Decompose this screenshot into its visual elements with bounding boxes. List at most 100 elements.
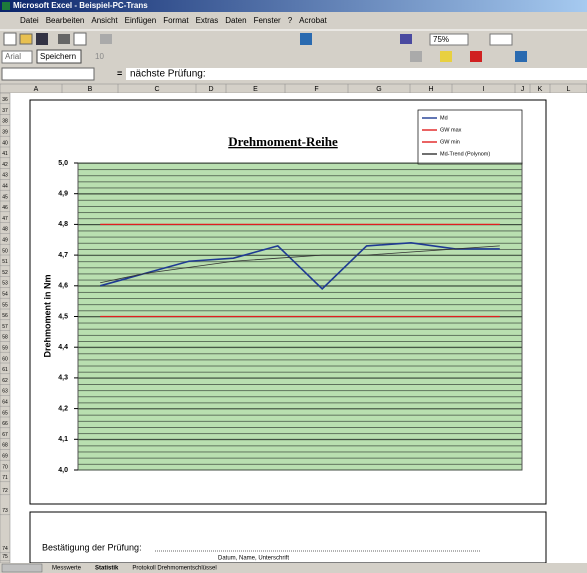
app-icon (2, 2, 10, 10)
row-header: 74 (2, 546, 8, 552)
row-header: 49 (2, 238, 8, 244)
column-header: E (253, 86, 258, 93)
window-title: Microsoft Excel - Beispiel-PC-Trans (13, 1, 148, 10)
row-header: 57 (2, 324, 8, 330)
sheet-tab[interactable]: Statistik (95, 566, 119, 572)
y-tick-label: 4,0 (58, 467, 68, 474)
tab-bar (0, 563, 587, 573)
row-header: 61 (2, 367, 8, 373)
row-header: 47 (2, 216, 8, 222)
sheet-tab[interactable]: Protokoll Drehmomentschlüssel (132, 566, 216, 572)
row-header: 72 (2, 488, 8, 494)
row-header: 52 (2, 270, 8, 276)
row-header: 71 (2, 475, 8, 481)
y-tick-label: 4,6 (58, 283, 68, 290)
row-header: 56 (2, 313, 8, 319)
signature-box (29, 511, 547, 564)
column-header: I (483, 86, 485, 93)
legend (417, 109, 523, 165)
y-tick-label: 4,1 (58, 436, 68, 443)
series-line (100, 245, 500, 284)
name-box[interactable] (1, 67, 95, 81)
column-header: A (34, 86, 39, 93)
column-header: D (208, 86, 213, 93)
y-tick-label: 4,4 (58, 344, 68, 351)
column-header: C (154, 86, 159, 93)
row-header: 69 (2, 454, 8, 460)
menu-item[interactable]: Daten (225, 16, 246, 25)
row-header: 73 (2, 508, 8, 514)
row-header: 54 (2, 292, 8, 298)
chart-title: Drehmoment-Reihe (228, 134, 338, 149)
zoom[interactable]: 75% (433, 35, 449, 44)
menu-item[interactable]: Acrobat (299, 16, 327, 25)
row-header: 62 (2, 378, 8, 384)
sheet-tab[interactable]: Messwerte (52, 566, 82, 572)
legend-label: GW min (440, 139, 460, 145)
y-tick-label: 5,0 (58, 160, 68, 167)
y-tick-label: 4,7 (58, 252, 68, 259)
row-header: 51 (2, 259, 8, 265)
signature-label: Datum, Name, Unterschrift (218, 556, 289, 562)
row-header: 64 (2, 400, 8, 406)
y-axis-title: Drehmoment in Nm (42, 274, 52, 357)
y-tick-label: 4,5 (58, 313, 68, 320)
row-header: 41 (2, 151, 8, 157)
column-header: G (376, 86, 381, 93)
title-bar (0, 0, 587, 12)
column-header: J (521, 86, 525, 93)
row-header: 63 (2, 389, 8, 395)
y-tick-label: 4,2 (58, 405, 68, 412)
menu-item[interactable]: Bearbeiten (46, 16, 85, 25)
style-name: Speichern (40, 52, 76, 61)
format-icons (410, 51, 527, 62)
menu-item[interactable]: Einfügen (125, 16, 157, 25)
row-header: 45 (2, 194, 8, 200)
row-header: 66 (2, 421, 8, 427)
style-box[interactable] (36, 49, 82, 64)
formula-content: nächste Prüfung: (130, 69, 206, 80)
y-tick-label: 4,9 (58, 191, 68, 198)
row-header: 44 (2, 184, 8, 190)
column-header: H (428, 86, 433, 93)
row-header: 40 (2, 140, 8, 146)
formula-input[interactable] (126, 68, 587, 80)
row-header: 65 (2, 410, 8, 416)
legend-label: GW max (440, 127, 462, 133)
formula-equals: = (117, 68, 122, 78)
y-tick-label: 4,3 (58, 375, 68, 382)
row-header: 50 (2, 248, 8, 254)
confirmation-label: Bestätigung der Prüfung: (42, 542, 142, 552)
tab-nav[interactable] (1, 563, 43, 573)
row-header: 38 (2, 119, 8, 125)
row-header: 59 (2, 346, 8, 352)
menu-item[interactable]: Extras (196, 16, 219, 25)
font-box[interactable] (1, 50, 33, 64)
row-header: 46 (2, 205, 8, 211)
row-header: 53 (2, 281, 8, 287)
menu-item[interactable]: Format (163, 16, 189, 25)
legend-label: Md (440, 115, 448, 121)
row-header: 68 (2, 443, 8, 449)
font-name: Arial (5, 52, 21, 61)
menu-item[interactable]: Datei (20, 16, 39, 25)
legend-label: Md-Trend (Polynom) (440, 151, 490, 157)
menu-item[interactable]: Ansicht (91, 16, 118, 25)
toolbar-icons (3, 32, 513, 46)
column-header: F (314, 86, 318, 93)
font-size: 10 (95, 52, 104, 61)
column-header: L (567, 86, 571, 93)
series-line (99, 242, 500, 290)
row-header: 75 (2, 554, 8, 560)
row-header: 67 (2, 432, 8, 438)
menu-item[interactable]: Fenster (254, 16, 281, 25)
column-header: K (538, 86, 543, 93)
row-header: 48 (2, 227, 8, 233)
row-header: 43 (2, 173, 8, 179)
row-header: 58 (2, 335, 8, 341)
menu-item[interactable]: ? (288, 16, 293, 25)
row-header: 70 (2, 464, 8, 470)
row-header: 39 (2, 130, 8, 136)
column-header: B (88, 86, 93, 93)
